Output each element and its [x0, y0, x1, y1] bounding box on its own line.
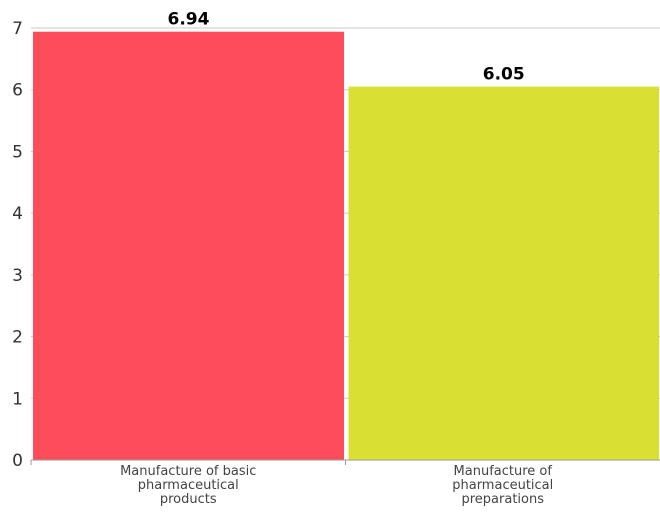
- bars: [33, 31, 659, 461]
- bar-value-label: 6.94: [168, 10, 210, 30]
- x-category-label: pharmaceutical: [138, 478, 239, 493]
- data-labels: 6.94 6.05: [168, 10, 525, 85]
- bar-2: [348, 86, 659, 460]
- y-axis: 0 1 2 3 4 5 6 7: [12, 19, 23, 471]
- bar-value-label: 6.05: [483, 65, 525, 85]
- x-category-label: Manufacture of: [454, 464, 553, 479]
- x-category-label: pharmaceutical: [452, 478, 553, 493]
- y-tick-label: 2: [12, 328, 23, 348]
- y-tick-label: 3: [12, 266, 23, 286]
- x-axis: Manufacture of basicpharmaceuticalproduc…: [30, 459, 660, 507]
- y-tick-label: 4: [12, 204, 23, 224]
- x-category-label: preparations: [461, 492, 544, 507]
- x-category-label: products: [160, 492, 217, 507]
- y-tick-label: 6: [12, 81, 23, 101]
- bar-1: [33, 31, 344, 461]
- y-tick-label: 1: [12, 389, 23, 409]
- y-tick-label: 5: [12, 142, 23, 162]
- y-tick-label: 7: [12, 19, 23, 39]
- y-tick-label: 0: [12, 451, 23, 471]
- x-category-label: Manufacture of basic: [120, 464, 256, 479]
